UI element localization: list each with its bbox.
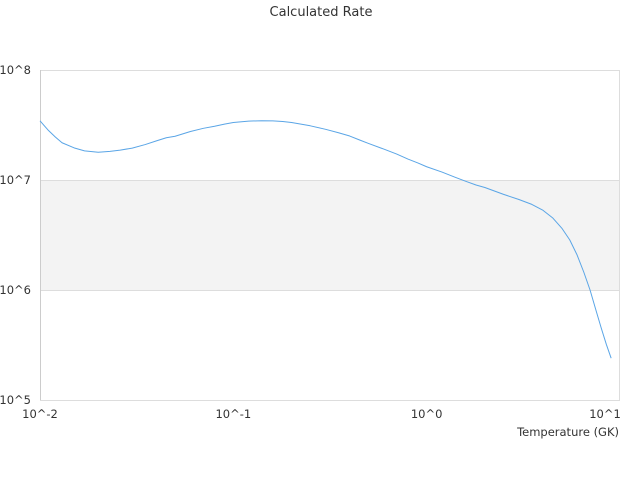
plot-background	[40, 180, 620, 290]
x-tick-label: 10^1	[589, 407, 621, 421]
x-tick-label: 10^-2	[22, 407, 58, 421]
y-tick-label: 10^8	[0, 63, 31, 77]
x-axis-label: Temperature (GK)	[516, 425, 619, 439]
y-tick-label: 10^6	[0, 283, 31, 297]
series-layer	[39, 120, 612, 359]
x-tick-label: 10^0	[411, 407, 443, 421]
y-tick-label: 10^7	[0, 173, 31, 187]
x-axis-ticks: 10^-2 10^-1 10^0 10^1	[22, 407, 621, 421]
y-axis-ticks: 10^5 10^6 10^7 10^8	[0, 63, 31, 407]
x-tick-label: 10^-1	[215, 407, 251, 421]
series-line	[39, 120, 612, 359]
chart-title: Calculated Rate	[270, 5, 373, 20]
plot-band	[40, 180, 620, 290]
grid-lines	[40, 70, 620, 401]
y-tick-label: 10^5	[0, 393, 31, 407]
